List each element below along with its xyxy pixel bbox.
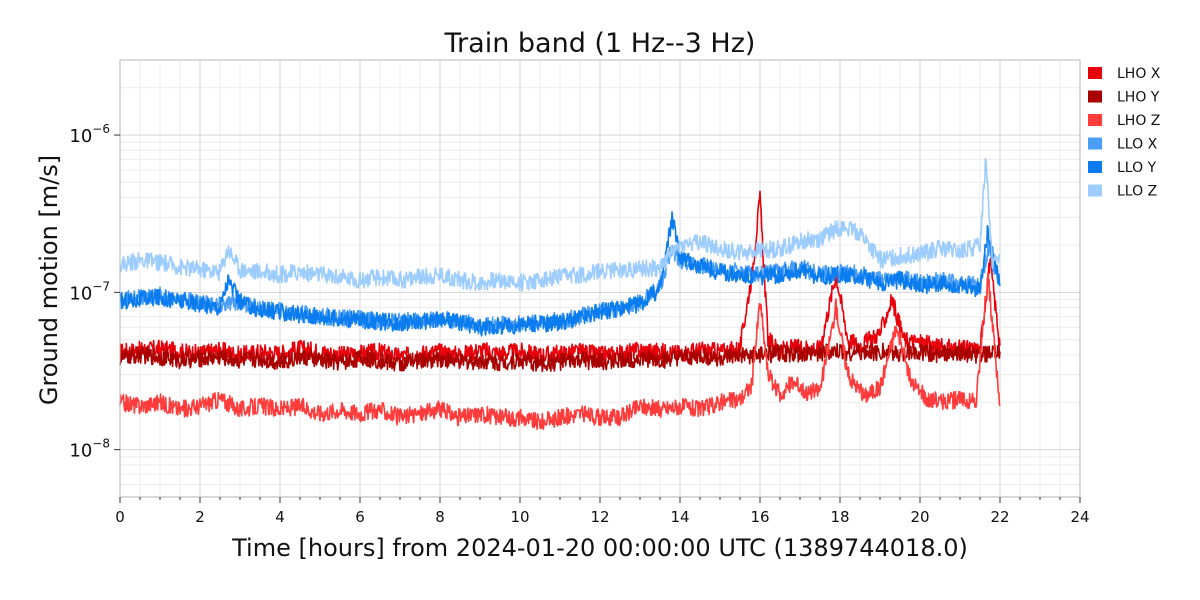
x-tick-label: 22: [990, 508, 1009, 526]
legend-label: LHO Z: [1117, 113, 1160, 129]
x-tick-label: 12: [590, 508, 609, 526]
legend-label: LHO Y: [1117, 90, 1160, 106]
y-tick-label: 10−7: [69, 279, 110, 304]
x-axis-label: Time [hours] from 2024-01-20 00:00:00 UT…: [231, 534, 968, 562]
x-tick-label: 20: [910, 508, 929, 526]
x-tick-label: 0: [115, 508, 125, 526]
y-tick-label: 10−6: [69, 122, 110, 147]
x-tick-label: 8: [435, 508, 445, 526]
legend-swatch: [1088, 161, 1102, 173]
y-axis-ticks: 10−8 10−7 10−6: [69, 122, 120, 462]
x-tick-label: 18: [830, 508, 849, 526]
series-line-llo-z: [119, 157, 1001, 292]
chart-title: Train band (1 Hz--3 Hz): [444, 28, 756, 59]
legend-swatch: [1088, 90, 1102, 103]
legend-label: LLO Y: [1117, 160, 1157, 176]
legend-label: LHO X: [1117, 66, 1161, 82]
legend-label: LLO Z: [1117, 184, 1157, 200]
legend-swatch: [1088, 137, 1102, 150]
series-line-lho-z: [119, 271, 1001, 431]
series-line-llo-y: [119, 211, 1001, 337]
x-tick-label: 6: [355, 508, 365, 526]
x-axis-ticks: 0 2 4 6 8 10 12 14 16 18 20 22 24: [115, 497, 1090, 526]
y-tick-label: 10−8: [69, 437, 110, 462]
legend-swatch: [1088, 114, 1102, 126]
legend-swatch: [1088, 67, 1102, 79]
legend-swatch: [1088, 184, 1102, 197]
series-layer: [119, 157, 1001, 431]
y-axis-label: Ground motion [m/s]: [35, 155, 63, 405]
x-tick-label: 2: [195, 508, 205, 526]
x-tick-label: 16: [750, 508, 769, 526]
legend-label: LLO X: [1117, 137, 1158, 153]
x-tick-label: 24: [1070, 508, 1089, 526]
legend: LHO X LHO Y LHO Z LLO X LLO Y LLO Z: [1088, 66, 1161, 200]
series-line-lho-y: [119, 342, 1001, 373]
x-tick-label: 14: [670, 508, 689, 526]
x-tick-label: 10: [510, 508, 529, 526]
x-tick-label: 4: [275, 508, 285, 526]
